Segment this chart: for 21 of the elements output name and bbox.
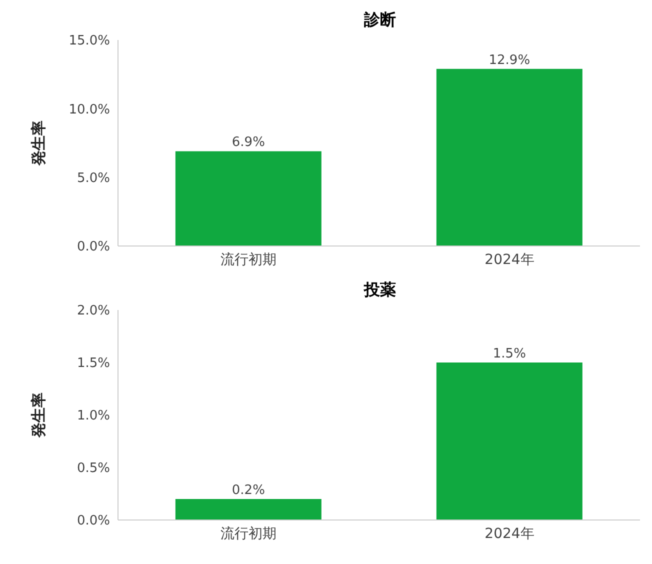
chart-title: 診断: [362, 9, 397, 31]
x-tick-label: 流行初期: [220, 252, 276, 268]
data-label: 12.9%: [488, 52, 530, 68]
x-tick-label: 2024年: [484, 526, 534, 542]
x-tick-label: 流行初期: [220, 526, 276, 542]
y-tick-label: 5.0%: [76, 170, 110, 186]
y-tick-label: 15.0%: [68, 34, 110, 49]
y-tick-label: 10.0%: [68, 102, 110, 118]
chart-title: 投薬: [362, 279, 397, 301]
y-tick-label: 0.0%: [76, 514, 110, 529]
y-tick-label: 1.0%: [76, 408, 110, 424]
data-label: 6.9%: [232, 135, 265, 150]
y-axis-title: 発生率: [29, 120, 48, 166]
data-label: 1.5%: [492, 346, 526, 362]
y-tick-label: 0.5%: [76, 461, 110, 476]
y-tick-label: 1.5%: [76, 356, 110, 372]
data-label: 0.2%: [232, 483, 265, 498]
x-tick-label: 2024年: [484, 252, 534, 268]
y-tick-label: 0.0%: [76, 240, 110, 255]
y-axis-title: 発生率: [29, 392, 48, 438]
y-tick-label: 2.0%: [76, 304, 110, 319]
